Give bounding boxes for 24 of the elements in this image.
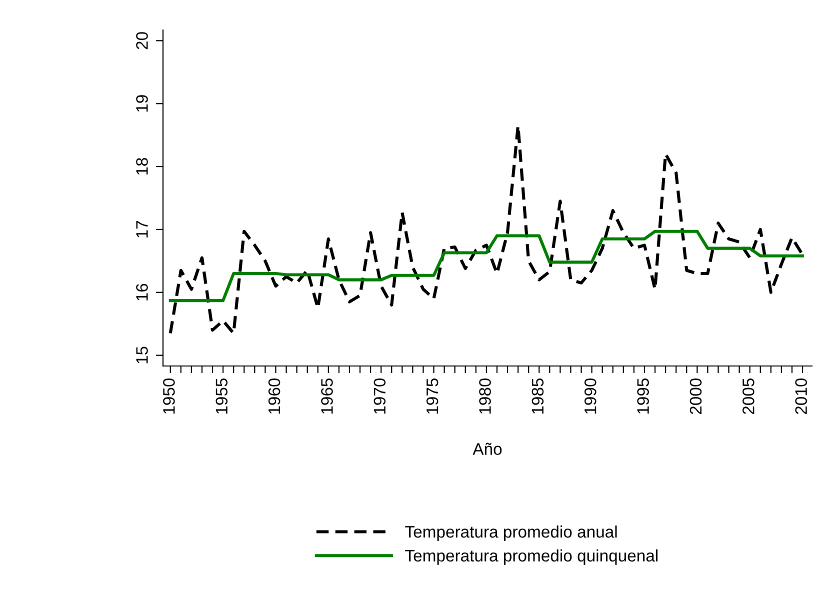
x-tick-label: 1990 [584,378,596,414]
x-tick-label: 1955 [216,378,228,414]
x-tick-label: 2005 [742,378,754,414]
x-tick-label: 2010 [795,378,807,414]
line-series [168,124,804,335]
y-tick-label: 19 [136,95,148,112]
y-tick-label: 15 [136,346,148,364]
y-tick-label: 17 [136,221,148,238]
y-tick-label: 18 [136,158,148,175]
x-tick-label: 1995 [637,378,649,414]
x-tick-label: 2000 [690,378,702,414]
x-tick-label: 1965 [321,378,333,414]
line-series [168,230,804,302]
x-tick-label: 1980 [479,378,491,414]
x-axis-title: Año [472,442,502,455]
x-tick-label: 1960 [268,378,280,414]
x-tick-label: 1970 [374,378,386,414]
x-tick-label: 1950 [163,378,175,414]
x-tick-label: 1985 [532,378,544,414]
x-tick-label: 1975 [426,378,438,414]
legend-label: Temperatura promedio anual [405,525,617,542]
y-tick-label: 16 [136,284,148,300]
legend-label: Temperatura promedio quinquenal [405,549,658,565]
y-tick-label: 20 [136,32,148,50]
